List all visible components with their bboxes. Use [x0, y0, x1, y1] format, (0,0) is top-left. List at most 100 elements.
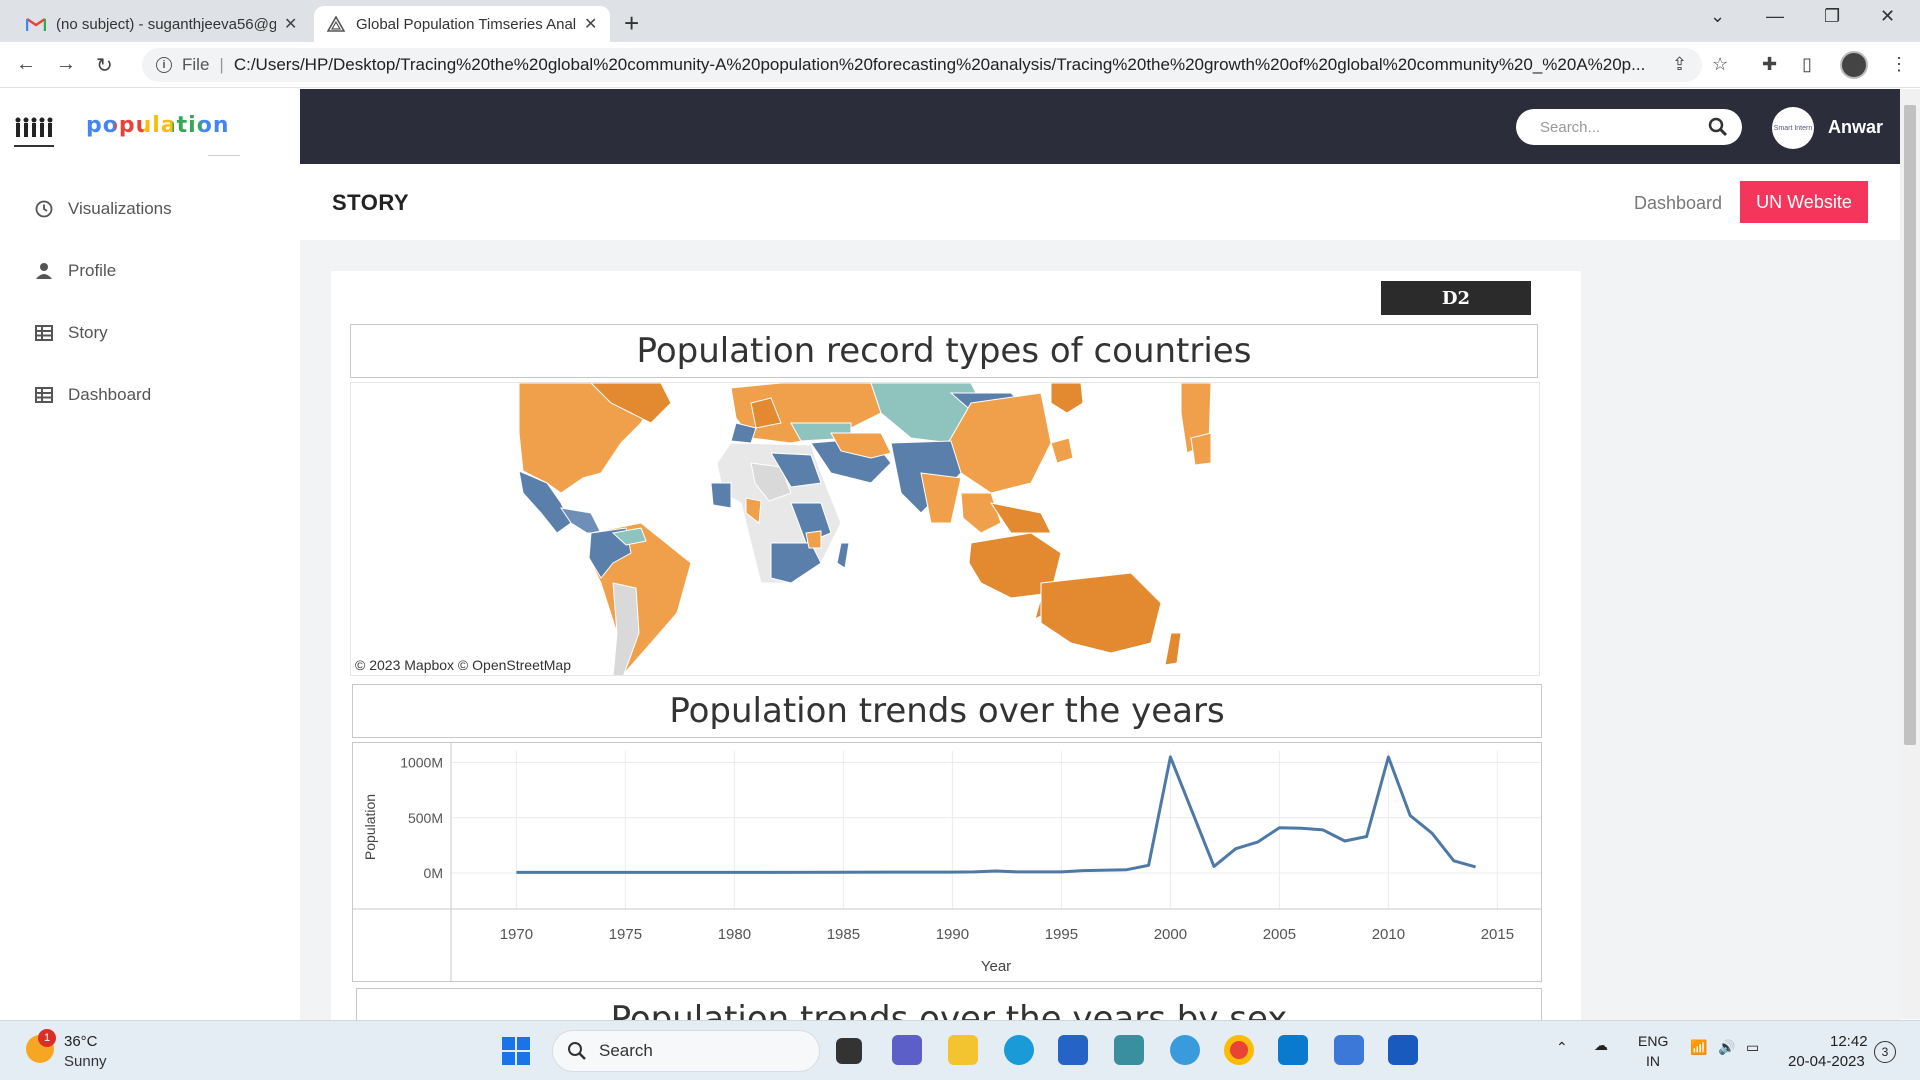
- menu-icon[interactable]: ⋮: [1890, 54, 1908, 74]
- tab-title: Global Population Timseries Anal: [356, 15, 576, 33]
- sidebar-item-dashboard[interactable]: Dashboard: [34, 385, 151, 405]
- scrollbar-thumb[interactable]: [1904, 105, 1916, 745]
- url-text: C:/Users/HP/Desktop/Tracing%20the%20glob…: [233, 55, 1646, 74]
- language-top[interactable]: ENG: [1638, 1033, 1669, 1049]
- restore-icon[interactable]: ❐: [1824, 6, 1841, 26]
- url-scheme: File: [182, 55, 210, 74]
- info-icon[interactable]: i: [156, 57, 172, 73]
- x-tick-label: 2000: [1154, 926, 1187, 943]
- battery-icon[interactable]: ▭: [1746, 1039, 1760, 1055]
- vscode-icon[interactable]: [1278, 1035, 1308, 1065]
- browser-profile-avatar[interactable]: [1840, 51, 1868, 79]
- extensions-icon[interactable]: ✚: [1762, 54, 1778, 74]
- x-tick-label: 1995: [1045, 926, 1078, 943]
- tab-gmail[interactable]: (no subject) - suganthjeeva56@g ✕: [14, 6, 310, 42]
- store-icon[interactable]: [1058, 1035, 1088, 1065]
- avatar[interactable]: Smart Intern: [1772, 107, 1814, 149]
- forward-icon[interactable]: →: [56, 53, 76, 75]
- story-badge[interactable]: D2: [1381, 281, 1531, 315]
- sidebar: population Visualizations Profile Story …: [0, 89, 300, 1019]
- y-tick-label: 500M: [408, 810, 443, 826]
- chrome-icon[interactable]: [1224, 1035, 1254, 1065]
- notification-count[interactable]: 3: [1874, 1041, 1896, 1063]
- start-windows-icon[interactable]: [502, 1037, 530, 1065]
- x-tick-label: 1990: [936, 926, 969, 943]
- sidebar-item-label: Profile: [68, 261, 117, 280]
- clock-icon: [34, 199, 54, 219]
- gmail-icon: [26, 14, 46, 34]
- task-view-icon[interactable]: [836, 1038, 862, 1064]
- x-tick-label: 1975: [609, 926, 642, 943]
- url-field[interactable]: i File | C:/Users/HP/Desktop/Tracing%20t…: [142, 48, 1702, 82]
- weather-temp[interactable]: 36°C: [64, 1033, 98, 1050]
- file-explorer-icon[interactable]: [948, 1035, 978, 1065]
- tab-population-app[interactable]: Global Population Timseries Anal ✕: [314, 6, 610, 42]
- side-panel-icon[interactable]: ▯: [1802, 54, 1812, 74]
- map-credit: © 2023 Mapbox © OpenStreetMap: [355, 657, 571, 673]
- app-feather-icon[interactable]: [1170, 1035, 1200, 1065]
- weather-badge: 1: [38, 1029, 56, 1047]
- photos-icon[interactable]: [1334, 1035, 1364, 1065]
- chevron-up-icon[interactable]: ⌃: [1556, 1039, 1568, 1055]
- wifi-icon[interactable]: 📶: [1690, 1039, 1708, 1055]
- search-icon[interactable]: [1708, 117, 1728, 142]
- weather-desc[interactable]: Sunny: [64, 1053, 107, 1070]
- sidebar-item-profile[interactable]: Profile: [34, 261, 116, 281]
- windows-taskbar: 1 36°C Sunny Search ⌃ ☁ ENG IN 📶 🔊 ▭ 12:…: [0, 1020, 1920, 1080]
- top-bar: Smart Intern Anwar: [300, 89, 1900, 164]
- population-trend-chart[interactable]: 1970 1975 1980 1985 1990 1995 2000 2005 2010 2015…: [352, 742, 1542, 982]
- x-axis-label: Year: [981, 958, 1011, 975]
- word-icon[interactable]: [1388, 1035, 1418, 1065]
- x-tick-label: 1985: [827, 926, 860, 943]
- table-icon: [34, 323, 54, 343]
- x-tick-label: 2005: [1263, 926, 1296, 943]
- search-icon: [568, 1042, 586, 1060]
- sidebar-item-label: Story: [68, 323, 108, 342]
- logo-underline: [14, 145, 54, 147]
- back-icon[interactable]: ←: [16, 53, 36, 75]
- edge-icon[interactable]: [1004, 1035, 1034, 1065]
- clock-time[interactable]: 12:42: [1830, 1033, 1868, 1050]
- sidebar-item-label: Visualizations: [68, 199, 172, 218]
- logo-letters: population: [86, 113, 230, 138]
- section-title-trends: Population trends over the years: [352, 684, 1542, 738]
- world-map[interactable]: © 2023 Mapbox © OpenStreetMap: [350, 382, 1540, 676]
- chevron-down-icon[interactable]: ⌄: [1710, 6, 1726, 26]
- teams-icon[interactable]: [892, 1035, 922, 1065]
- y-tick-label: 1000M: [400, 755, 443, 771]
- page-header: STORY Dashboard UN Website: [300, 164, 1900, 240]
- new-tab-icon[interactable]: +: [624, 8, 640, 38]
- close-icon[interactable]: ✕: [284, 16, 298, 33]
- clock-date[interactable]: 20-04-2023: [1788, 1053, 1865, 1070]
- series-line-0[interactable]: [516, 755, 1477, 874]
- address-bar: ← → ↻ i File | C:/Users/HP/Desktop/Traci…: [0, 42, 1920, 88]
- page-scrollbar[interactable]: [1900, 89, 1920, 1019]
- star-icon[interactable]: ☆: [1712, 54, 1729, 74]
- taskbar-search[interactable]: Search: [552, 1030, 820, 1072]
- sidebar-item-visualizations[interactable]: Visualizations: [34, 199, 172, 219]
- x-tick-label: 2010: [1372, 926, 1405, 943]
- section-title-record-types: Population record types of countries: [350, 324, 1538, 378]
- reload-icon[interactable]: ↻: [96, 55, 113, 77]
- close-icon[interactable]: ✕: [584, 16, 598, 33]
- language-bottom[interactable]: IN: [1646, 1053, 1660, 1069]
- un-website-button[interactable]: UN Website: [1740, 181, 1868, 223]
- world-map-graphic: [518, 383, 1212, 675]
- dashboard-link[interactable]: Dashboard: [1634, 193, 1723, 213]
- minimize-icon[interactable]: —: [1766, 6, 1784, 26]
- people-logo-icon: [15, 117, 53, 137]
- username[interactable]: Anwar: [1828, 117, 1884, 137]
- volume-icon[interactable]: 🔊: [1718, 1039, 1736, 1055]
- x-tick-label: 1980: [718, 926, 751, 943]
- search-input[interactable]: [1540, 118, 1700, 136]
- close-window-icon[interactable]: ✕: [1880, 6, 1896, 26]
- cloud-icon[interactable]: ☁: [1594, 1037, 1608, 1053]
- sidebar-item-story[interactable]: Story: [34, 323, 108, 343]
- brand-logo-text[interactable]: population: [86, 113, 230, 138]
- browser-tab-bar: (no subject) - suganthjeeva56@g ✕ Global…: [0, 0, 1920, 42]
- anaconda-icon[interactable]: [1114, 1035, 1144, 1065]
- x-tick-label: 2015: [1481, 926, 1514, 943]
- trend-chart-svg: 1970 1975 1980 1985 1990 1995 2000 2005 2010 2015…: [353, 743, 1541, 981]
- url-separator: |: [219, 55, 224, 74]
- share-icon[interactable]: ⇪: [1672, 54, 1688, 74]
